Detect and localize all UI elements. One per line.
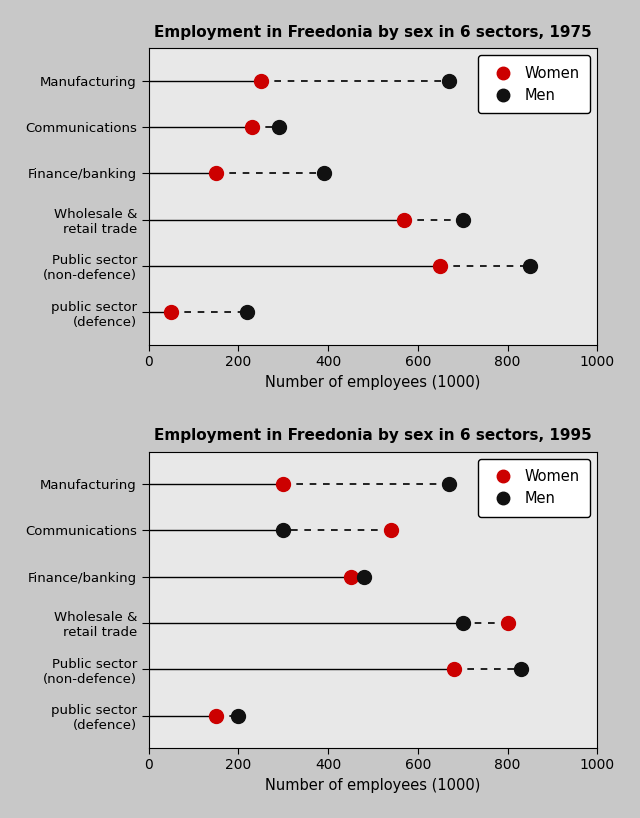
X-axis label: Number of employees (1000): Number of employees (1000) xyxy=(266,778,481,793)
Title: Employment in Freedonia by sex in 6 sectors, 1975: Employment in Freedonia by sex in 6 sect… xyxy=(154,25,592,40)
Legend: Women, Men: Women, Men xyxy=(478,56,590,113)
X-axis label: Number of employees (1000): Number of employees (1000) xyxy=(266,375,481,389)
Legend: Women, Men: Women, Men xyxy=(478,459,590,516)
Title: Employment in Freedonia by sex in 6 sectors, 1995: Employment in Freedonia by sex in 6 sect… xyxy=(154,429,592,443)
